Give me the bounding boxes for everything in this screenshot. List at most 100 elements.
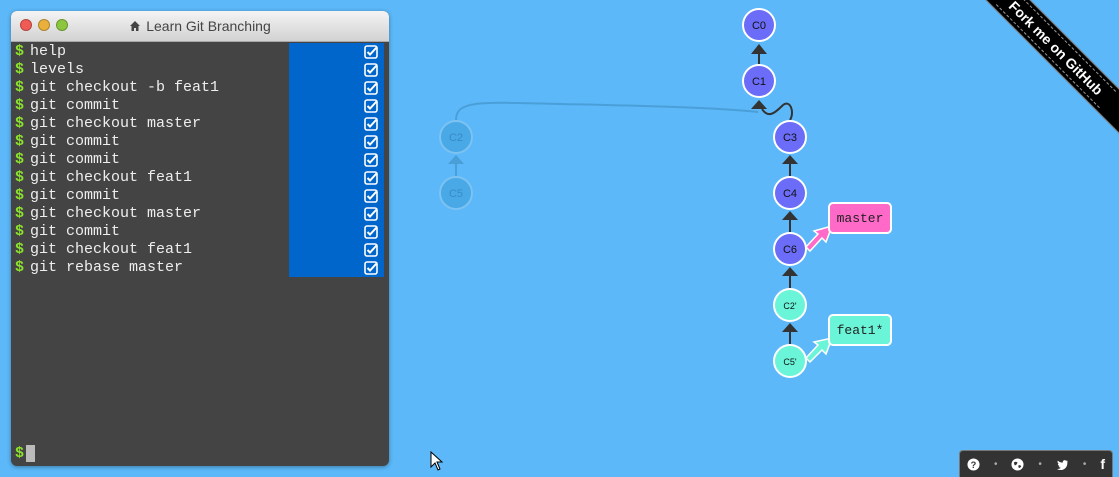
prompt-symbol: $ <box>15 205 25 222</box>
prompt-symbol: $ <box>15 61 25 78</box>
command-history-item: $ git commit <box>11 187 389 205</box>
command-text: git checkout feat1 <box>30 241 193 258</box>
ghost-commit-label: C5 <box>449 188 463 200</box>
prompt-symbol: $ <box>15 97 25 114</box>
command-text: git commit <box>30 151 121 168</box>
commit-node[interactable] <box>773 344 807 378</box>
check-icon <box>364 207 378 221</box>
minimize-window-button[interactable] <box>38 19 50 31</box>
footer-separator: • <box>993 458 998 470</box>
prompt-symbol: $ <box>15 259 25 276</box>
check-icon <box>364 189 378 203</box>
ghost-commit-node <box>439 176 473 210</box>
window-controls <box>20 19 68 31</box>
command-history-item: $ git commit <box>11 133 389 151</box>
help-icon[interactable]: ? <box>967 457 980 471</box>
ghost-commit-label: C2 <box>449 132 463 144</box>
maximize-window-button[interactable] <box>56 19 68 31</box>
command-input-cursor[interactable] <box>26 445 36 462</box>
command-text: git checkout master <box>30 115 202 132</box>
commit-node[interactable] <box>773 120 807 154</box>
command-text: git checkout -b feat1 <box>30 79 220 96</box>
commit-node[interactable] <box>742 8 776 42</box>
prompt-symbol: $ <box>15 79 25 96</box>
window-title-text: Learn Git Branching <box>146 18 271 34</box>
command-text: git checkout master <box>30 205 202 222</box>
home-icon <box>130 21 141 31</box>
command-text: git commit <box>30 97 121 114</box>
feat1-branch-label: feat1* <box>837 323 884 338</box>
commit-node[interactable] <box>773 176 807 210</box>
command-terminal: Learn Git Branching $ help $ levels $ git che… <box>11 11 389 466</box>
prompt-symbol: $ <box>15 445 25 462</box>
prompt-symbol: $ <box>15 43 25 60</box>
prompt-symbol: $ <box>15 151 25 168</box>
prompt-symbol: $ <box>15 133 25 150</box>
command-history-item: $ git checkout master <box>11 115 389 133</box>
prompt-symbol: $ <box>15 169 25 186</box>
ghost-parent-link <box>455 101 759 121</box>
check-icon <box>364 81 378 95</box>
commit-label: C1 <box>752 76 766 88</box>
command-text: git checkout feat1 <box>30 169 193 186</box>
command-history-item: $ git commit <box>11 151 389 169</box>
check-icon <box>364 153 378 167</box>
commit-label: C2' <box>783 301 797 311</box>
twitter-icon[interactable] <box>1056 458 1069 471</box>
footer-separator: • <box>1038 458 1042 470</box>
commit-node[interactable] <box>773 288 807 322</box>
command-history-item: $ git checkout feat1 <box>11 169 389 187</box>
facebook-icon[interactable]: f <box>1100 456 1106 472</box>
command-history-item: $ git commit <box>11 223 389 241</box>
commit-label: C3 <box>783 132 797 144</box>
rebase-parent-link <box>761 102 793 121</box>
command-text: git commit <box>30 187 121 204</box>
prompt-symbol: $ <box>15 241 25 258</box>
check-icon <box>364 99 378 113</box>
command-history-item: $ git checkout -b feat1 <box>11 79 389 97</box>
command-text: help <box>30 43 67 60</box>
window-titlebar: Learn Git Branching <box>11 11 389 42</box>
command-history-item: $ git rebase master <box>11 259 389 277</box>
check-icon <box>364 261 378 275</box>
check-icon <box>364 171 378 185</box>
master-branch-box <box>828 202 892 234</box>
commit-node[interactable] <box>742 64 776 98</box>
command-text: levels <box>30 61 85 78</box>
check-icon <box>364 243 378 257</box>
command-text: git commit <box>30 133 121 150</box>
prompt-symbol: $ <box>15 223 25 240</box>
command-history-item: $ git commit <box>11 97 389 115</box>
check-icon <box>364 135 378 149</box>
commit-label: C0 <box>752 20 766 32</box>
feat1-branch-arrow <box>804 336 834 364</box>
master-branch-arrow <box>804 224 834 253</box>
globe-icon[interactable] <box>1011 457 1024 471</box>
master-branch-label: master <box>837 211 884 226</box>
commit-label: C4 <box>783 188 797 200</box>
check-icon <box>364 117 378 131</box>
command-text: git rebase master <box>30 259 184 276</box>
commit-label: C5' <box>783 357 797 367</box>
commit-label: C6 <box>783 244 797 256</box>
footer-toolbar: ? • • • f <box>959 450 1113 477</box>
ghost-commit-node <box>439 120 473 154</box>
command-history-item: $ git checkout feat1 <box>11 241 389 259</box>
close-window-button[interactable] <box>20 19 32 31</box>
check-icon <box>364 63 378 77</box>
check-icon <box>364 225 378 239</box>
commit-node[interactable] <box>773 232 807 266</box>
command-text: git commit <box>30 223 121 240</box>
command-history-item: $ help <box>11 43 389 61</box>
prompt-symbol: $ <box>15 187 25 204</box>
ghost-arrow-c5-c2 <box>448 155 464 164</box>
window-title: Learn Git Branching <box>129 11 271 41</box>
commit-links <box>751 44 798 344</box>
command-prompt[interactable]: $ <box>15 445 36 462</box>
command-history: $ help $ levels $ git checkout -b feat1 $ git c… <box>11 43 389 277</box>
check-icon <box>364 45 378 59</box>
mouse-cursor-icon <box>430 451 444 471</box>
prompt-symbol: $ <box>15 115 25 132</box>
feat1-branch-box <box>828 314 892 346</box>
